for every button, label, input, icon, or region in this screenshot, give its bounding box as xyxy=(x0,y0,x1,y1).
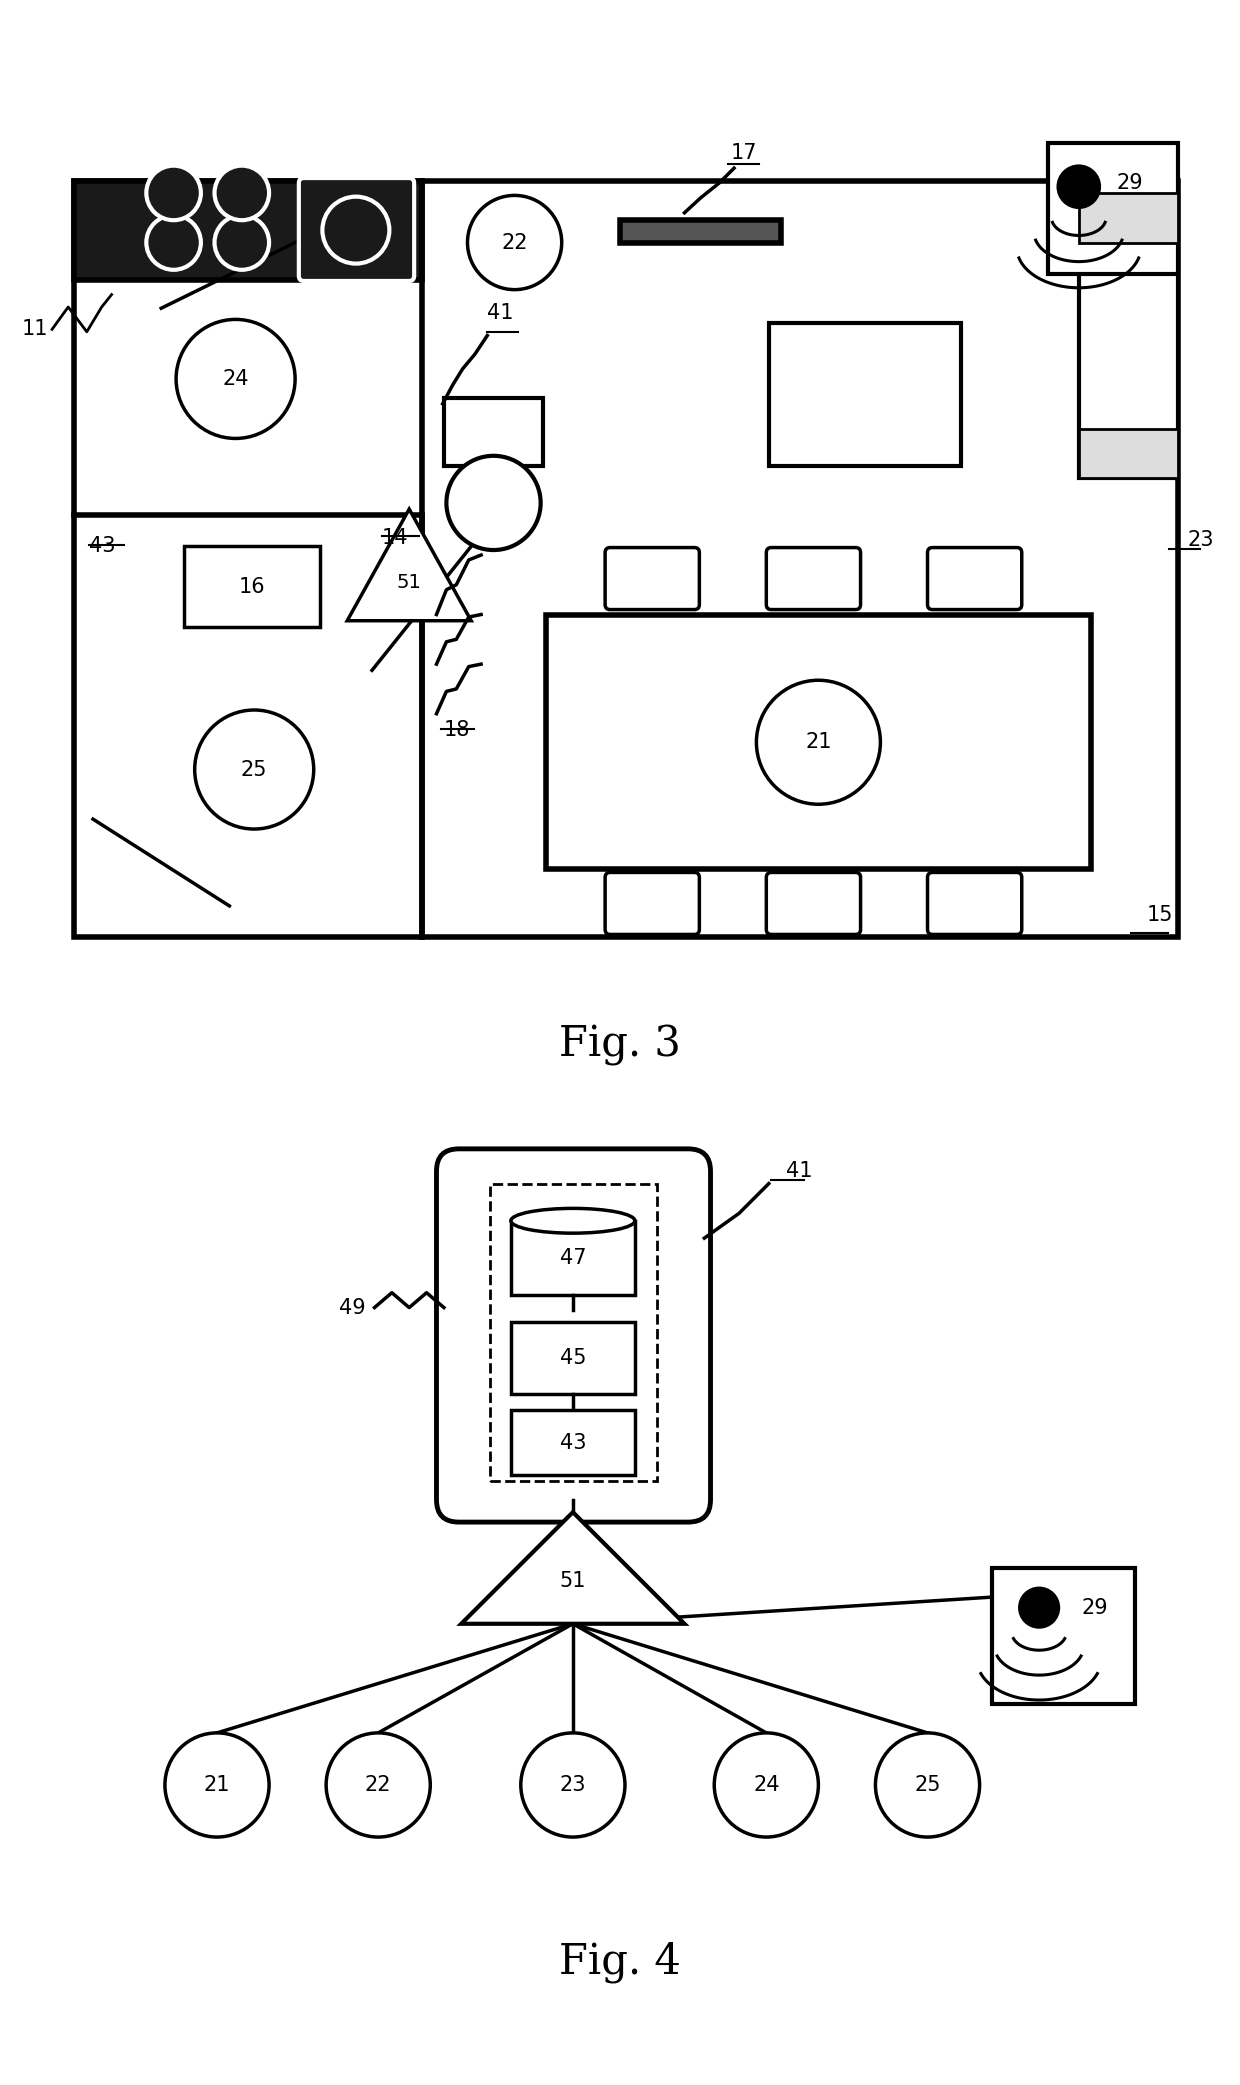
Text: 22: 22 xyxy=(501,234,528,252)
Bar xyxy=(1079,194,1178,477)
Text: 24: 24 xyxy=(753,1774,780,1795)
Text: 14: 14 xyxy=(382,528,408,548)
Circle shape xyxy=(146,215,201,269)
Text: 43: 43 xyxy=(89,536,115,557)
Text: 51: 51 xyxy=(559,1572,587,1591)
Circle shape xyxy=(215,165,269,221)
Circle shape xyxy=(326,1733,430,1837)
Text: Fig. 4: Fig. 4 xyxy=(559,1941,681,1983)
Circle shape xyxy=(1056,165,1101,208)
Text: 21: 21 xyxy=(805,732,832,753)
Bar xyxy=(511,1222,635,1295)
Circle shape xyxy=(756,680,880,805)
Text: 25: 25 xyxy=(241,759,268,780)
Circle shape xyxy=(176,319,295,438)
FancyBboxPatch shape xyxy=(928,872,1022,934)
Bar xyxy=(546,615,1091,869)
Bar xyxy=(511,1409,635,1474)
Text: 41: 41 xyxy=(487,302,513,323)
Text: 49: 49 xyxy=(340,1297,366,1318)
Bar xyxy=(74,181,1178,936)
Circle shape xyxy=(521,1733,625,1837)
Text: 16: 16 xyxy=(238,578,265,596)
Text: Fig. 3: Fig. 3 xyxy=(559,1024,681,1065)
Bar xyxy=(769,323,961,465)
FancyBboxPatch shape xyxy=(605,872,699,934)
Bar xyxy=(74,181,422,279)
Text: 21: 21 xyxy=(203,1774,231,1795)
Bar xyxy=(1048,144,1178,273)
Text: 51: 51 xyxy=(397,573,422,592)
Circle shape xyxy=(714,1733,818,1837)
Text: 17: 17 xyxy=(730,144,758,163)
Circle shape xyxy=(446,457,541,550)
FancyBboxPatch shape xyxy=(766,548,861,609)
Circle shape xyxy=(875,1733,980,1837)
Text: 29: 29 xyxy=(1116,173,1142,194)
Bar xyxy=(511,1322,635,1395)
FancyBboxPatch shape xyxy=(436,1149,711,1522)
FancyBboxPatch shape xyxy=(299,177,414,281)
Text: 25: 25 xyxy=(914,1774,941,1795)
Text: 23: 23 xyxy=(559,1774,587,1795)
Bar xyxy=(992,1568,1135,1703)
Bar xyxy=(620,221,781,242)
Bar xyxy=(444,398,543,465)
Text: 22: 22 xyxy=(365,1774,392,1795)
FancyBboxPatch shape xyxy=(766,872,861,934)
Bar xyxy=(1079,194,1178,242)
Polygon shape xyxy=(347,509,471,621)
Bar xyxy=(184,546,320,628)
Text: 23: 23 xyxy=(1188,530,1214,550)
Text: 45: 45 xyxy=(559,1349,587,1368)
Circle shape xyxy=(467,196,562,290)
Circle shape xyxy=(1018,1587,1060,1628)
FancyBboxPatch shape xyxy=(928,548,1022,609)
Circle shape xyxy=(165,1733,269,1837)
Text: 29: 29 xyxy=(1081,1597,1107,1618)
Text: 43: 43 xyxy=(559,1432,587,1453)
Ellipse shape xyxy=(511,1209,635,1232)
Bar xyxy=(490,1184,657,1480)
Text: 41: 41 xyxy=(786,1161,812,1182)
FancyBboxPatch shape xyxy=(605,548,699,609)
Polygon shape xyxy=(461,1512,684,1624)
Bar xyxy=(74,181,422,279)
Bar xyxy=(1079,430,1178,477)
Text: 18: 18 xyxy=(444,719,470,740)
Text: 15: 15 xyxy=(1147,905,1173,924)
Text: 11: 11 xyxy=(21,319,48,340)
Text: 47: 47 xyxy=(559,1249,587,1268)
Text: 24: 24 xyxy=(222,369,249,390)
Circle shape xyxy=(195,711,314,830)
Circle shape xyxy=(215,215,269,269)
Circle shape xyxy=(146,165,201,221)
